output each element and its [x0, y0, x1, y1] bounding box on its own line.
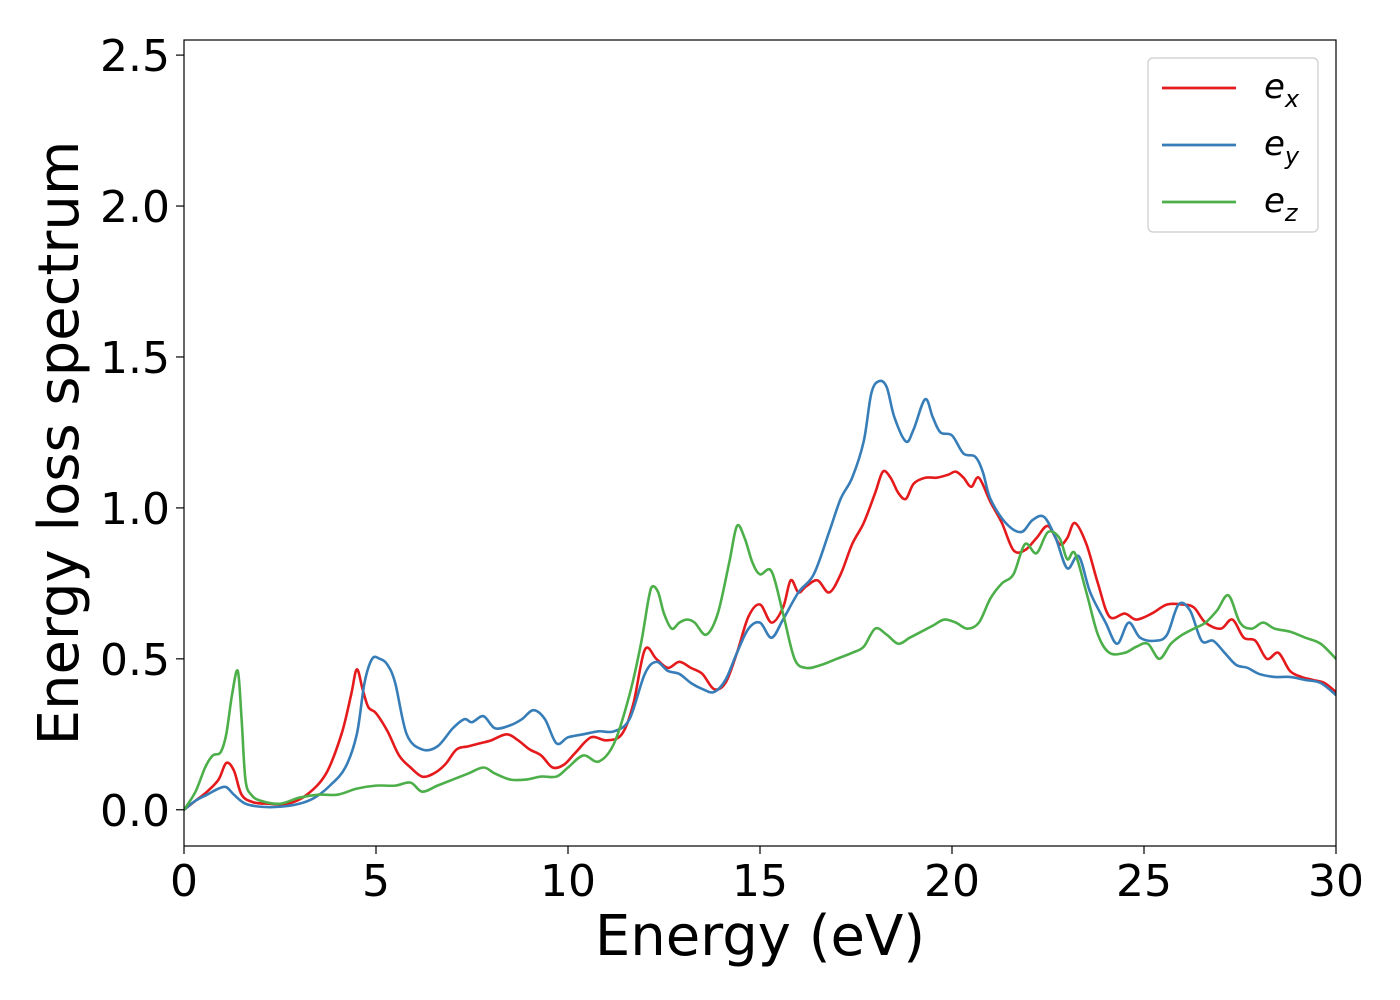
legend-label-subscript: y	[1284, 142, 1300, 170]
x-tick-label: 0	[170, 856, 198, 907]
x-tick-label: 5	[362, 856, 390, 907]
legend-label-x: ex	[1264, 67, 1300, 113]
x-tick-label: 10	[540, 856, 596, 907]
x-tick-label: 25	[1116, 856, 1172, 907]
x-tick-label: 30	[1308, 856, 1364, 907]
legend-label-main: e	[1264, 67, 1285, 107]
x-axis: 0 5 10 15 20 25 30	[170, 846, 1364, 907]
y-tick-label: 2.5	[100, 31, 170, 82]
y-tick-label: 2.0	[100, 182, 170, 233]
legend-label-z: ez	[1264, 181, 1299, 227]
y-tick-label: 0.0	[100, 786, 170, 837]
legend-label-main: e	[1264, 181, 1285, 221]
x-tick-label: 15	[732, 856, 788, 907]
series-layer	[184, 379, 1336, 812]
y-tick-label: 1.0	[100, 484, 170, 535]
y-axis: 0.0 0.5 1.0 1.5 2.0 2.5	[100, 31, 184, 837]
series-line-e-y	[184, 379, 1336, 812]
legend-label-subscript: z	[1284, 199, 1299, 227]
x-axis-title: Energy (eV)	[595, 904, 925, 969]
y-tick-label: 0.5	[100, 635, 170, 686]
legend-label-main: e	[1264, 124, 1285, 164]
legend-label-y: ey	[1264, 124, 1300, 170]
x-tick-label: 20	[924, 856, 980, 907]
series-line-e-x	[184, 469, 1336, 812]
legend-label-subscript: x	[1284, 85, 1300, 113]
series-line-e-z	[184, 523, 1336, 812]
y-axis-title: Energy loss spectrum	[27, 141, 92, 746]
y-tick-label: 1.5	[100, 333, 170, 384]
